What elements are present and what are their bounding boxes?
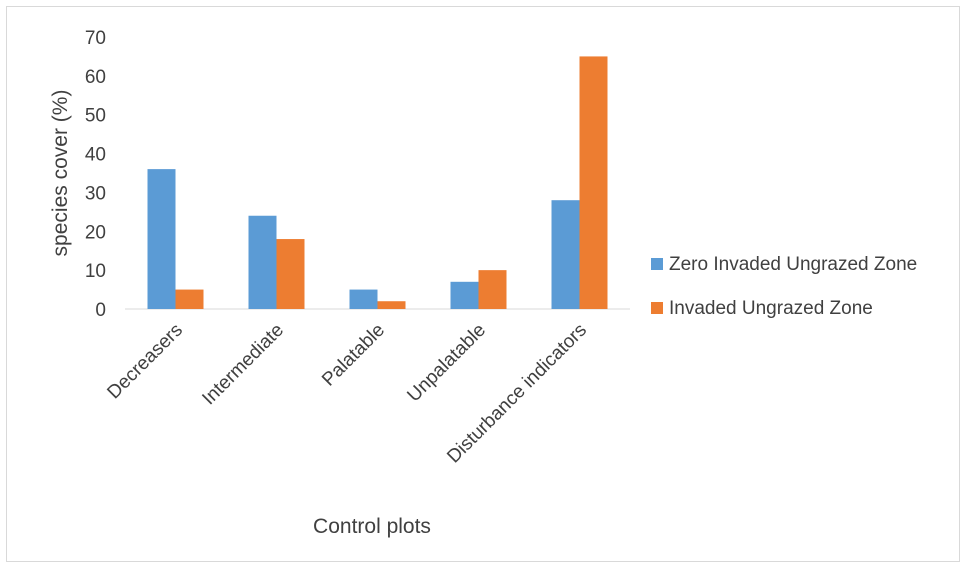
- legend: Zero Invaded Ungrazed Zone Invaded Ungraz…: [651, 254, 917, 319]
- y-tick-label: 50: [85, 106, 106, 127]
- y-tick-label: 30: [85, 183, 106, 204]
- y-tick-label: 40: [85, 145, 106, 166]
- legend-swatch-0: [651, 258, 663, 270]
- y-tick-label: 60: [85, 67, 106, 88]
- bar-zero-invaded-2: [349, 289, 378, 309]
- bar-invaded-3: [478, 270, 507, 309]
- chart-frame: 0 10 20 30 40 50 60 70 Decreasers Intermediate Pa…: [6, 6, 960, 562]
- y-tick-label: 10: [85, 261, 106, 282]
- bar-zero-invaded-0: [147, 169, 176, 309]
- y-axis-title: species cover (%): [49, 90, 72, 257]
- x-tick-label: Decreasers: [103, 320, 187, 404]
- bar-chart: 0 10 20 30 40 50 60 70 Decreasers Intermediate Pa…: [49, 28, 917, 538]
- y-tick-label: 20: [85, 222, 106, 243]
- y-tick-label: 0: [95, 300, 106, 321]
- y-axis-ticks: 0 10 20 30 40 50 60 70: [85, 28, 106, 321]
- y-tick-label: 70: [85, 28, 106, 49]
- bars: [147, 56, 608, 309]
- legend-label-1: Invaded Ungrazed Zone: [669, 298, 873, 319]
- legend-swatch-1: [651, 302, 663, 314]
- bar-zero-invaded-4: [551, 200, 580, 309]
- bar-invaded-1: [276, 239, 305, 309]
- legend-label-0: Zero Invaded Ungrazed Zone: [669, 254, 917, 275]
- x-axis-title: Control plots: [313, 515, 431, 538]
- bar-zero-invaded-1: [248, 215, 277, 309]
- x-axis-ticks: Decreasers Intermediate Palatable Unpalatab…: [103, 320, 591, 468]
- bar-zero-invaded-3: [450, 281, 479, 309]
- bar-invaded-2: [377, 301, 406, 309]
- x-tick-label: Palatable: [318, 320, 389, 391]
- bar-invaded-4: [579, 56, 608, 309]
- x-tick-label: Unpalatable: [403, 320, 490, 407]
- x-tick-label: Intermediate: [198, 320, 288, 410]
- bar-invaded-0: [175, 289, 204, 309]
